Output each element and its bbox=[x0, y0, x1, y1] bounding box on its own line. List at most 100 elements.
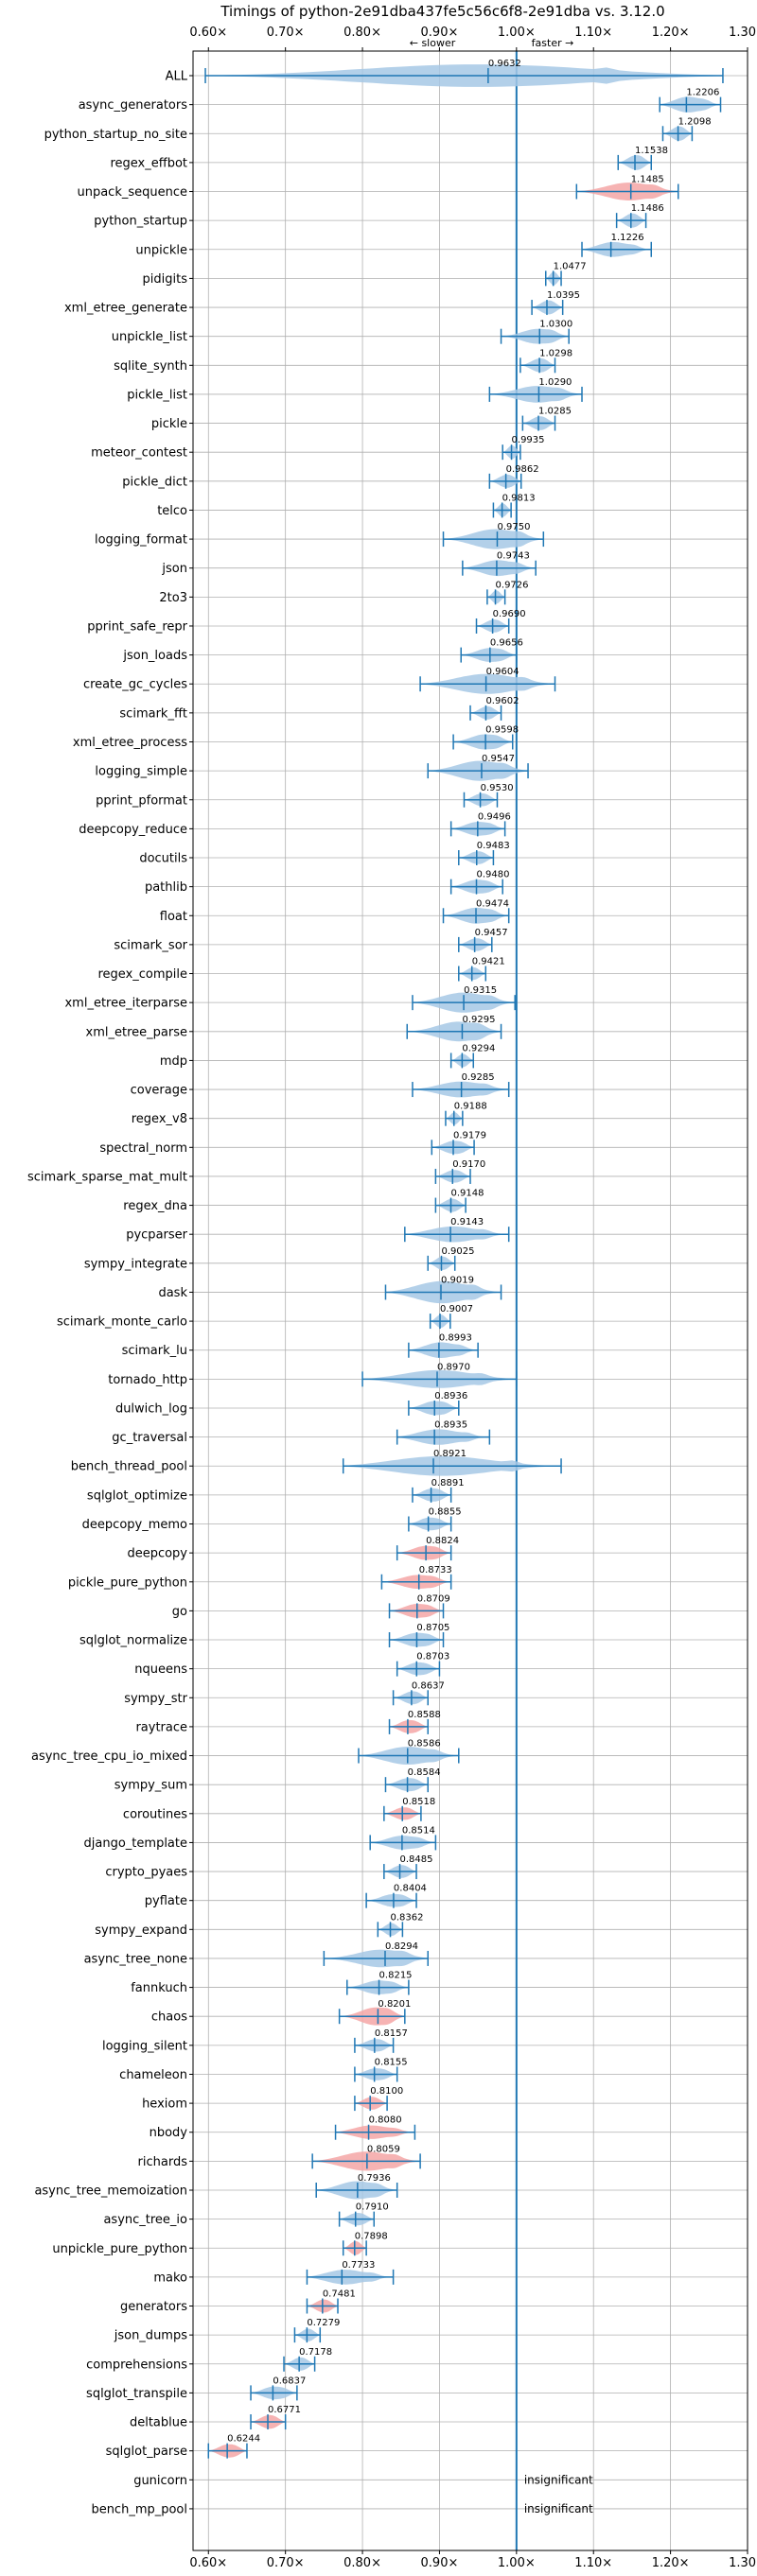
value-label: 0.8703 bbox=[416, 1652, 449, 1662]
category-label: sqlglot_optimize bbox=[87, 1488, 187, 1503]
value-label: 0.9656 bbox=[490, 638, 523, 649]
category-label: tornado_http bbox=[108, 1373, 187, 1387]
category-label: nbody bbox=[150, 2126, 188, 2140]
category-label: pickle_pure_python bbox=[68, 1575, 187, 1590]
category-label: deepcopy bbox=[127, 1547, 187, 1561]
value-label: 1.0285 bbox=[538, 407, 572, 417]
x-tick-label-top: 0.70× bbox=[267, 26, 305, 40]
category-label: generators bbox=[120, 2300, 187, 2314]
category-label: unpickle_pure_python bbox=[52, 2242, 187, 2256]
value-label: 0.9690 bbox=[493, 609, 526, 619]
x-tick-label-bottom: 1.30× bbox=[729, 2556, 757, 2570]
insignificant-label: insignificant bbox=[524, 2502, 593, 2515]
x-tick-label-top: 0.60× bbox=[189, 26, 227, 40]
value-label: 0.9632 bbox=[488, 59, 521, 69]
category-label: logging_silent bbox=[102, 2039, 187, 2053]
category-label: regex_dna bbox=[123, 1199, 187, 1213]
value-label: 1.1226 bbox=[611, 233, 644, 243]
value-label: 0.8215 bbox=[379, 1971, 413, 1981]
value-label: 0.8584 bbox=[408, 1767, 441, 1778]
category-label: regex_effbot bbox=[110, 156, 187, 170]
value-label: 0.9483 bbox=[477, 841, 510, 851]
category-label: pyflate bbox=[145, 1894, 187, 1908]
category-label: sympy_expand bbox=[95, 1923, 187, 1938]
value-label: 0.9750 bbox=[497, 522, 530, 532]
category-label: pprint_pformat bbox=[96, 793, 187, 808]
value-label: 0.9294 bbox=[462, 1043, 495, 1053]
x-tick-label-top: 1.00× bbox=[498, 26, 536, 40]
category-label: sqlglot_transpile bbox=[86, 2387, 187, 2401]
value-label: 0.8588 bbox=[408, 1710, 441, 1720]
category-label: async_generators bbox=[79, 98, 188, 113]
category-label: json_loads bbox=[122, 649, 187, 663]
category-label: scimark_lu bbox=[122, 1344, 187, 1358]
value-label: 0.8294 bbox=[385, 1941, 418, 1952]
value-label: 0.7481 bbox=[323, 2289, 356, 2300]
axis-ticks: 0.60× 0.60× 0.70× 0.70× 0.80× 0.80× 0.90× 0.90×… bbox=[189, 26, 757, 2570]
category-label: python_startup bbox=[94, 215, 187, 229]
value-label: 0.9530 bbox=[481, 783, 514, 793]
value-label: 0.9421 bbox=[472, 957, 505, 967]
insignificant-label: insignificant bbox=[524, 2473, 593, 2486]
violins: 0.9632 1.2206 1.2098 1.1538 1.1485 1.1486 1.12… bbox=[204, 51, 724, 2550]
value-label: 0.8709 bbox=[417, 1593, 450, 1604]
category-label: xml_etree_parse bbox=[86, 1025, 187, 1039]
value-label: 0.9170 bbox=[452, 1159, 485, 1170]
category-label: scimark_fft bbox=[119, 706, 187, 721]
category-label: deltablue bbox=[130, 2416, 187, 2430]
category-label: coroutines bbox=[123, 1807, 187, 1821]
value-label: 0.7936 bbox=[358, 2173, 391, 2184]
x-tick-label-bottom: 0.70× bbox=[267, 2556, 305, 2570]
grid-lines bbox=[193, 51, 748, 2550]
x-tick-label-bottom: 1.00× bbox=[498, 2556, 536, 2570]
category-label: deepcopy_memo bbox=[82, 1518, 187, 1532]
value-label: 0.9602 bbox=[485, 696, 519, 706]
x-tick-label-top: 1.30× bbox=[729, 26, 757, 40]
value-label: 0.8362 bbox=[391, 1912, 424, 1923]
x-tick-label-top: 1.10× bbox=[574, 26, 612, 40]
category-label: async_tree_cpu_io_mixed bbox=[31, 1749, 187, 1764]
category-label: xml_etree_iterparse bbox=[64, 997, 187, 1011]
value-label: 0.8824 bbox=[426, 1536, 459, 1546]
value-label: 1.1538 bbox=[635, 146, 668, 156]
category-label: json bbox=[161, 562, 187, 576]
category-label: sqlglot_normalize bbox=[79, 1634, 187, 1648]
value-label: 0.8733 bbox=[419, 1565, 452, 1575]
category-label: dask bbox=[158, 1286, 187, 1300]
category-label: unpack_sequence bbox=[77, 185, 187, 200]
value-label: 0.7733 bbox=[342, 2260, 375, 2271]
value-label: 0.8518 bbox=[402, 1797, 435, 1807]
value-label: 0.7279 bbox=[307, 2318, 340, 2328]
category-label: ALL bbox=[166, 70, 188, 84]
plot-frame bbox=[192, 50, 748, 2551]
category-label: pidigits bbox=[143, 272, 188, 287]
value-label: 1.1486 bbox=[631, 203, 664, 214]
category-label: mako bbox=[153, 2271, 187, 2285]
category-label: dulwich_log bbox=[115, 1401, 187, 1416]
category-label: async_tree_memoization bbox=[34, 2184, 187, 2198]
category-label: pprint_safe_repr bbox=[87, 619, 187, 634]
value-label: 0.9726 bbox=[496, 580, 529, 590]
value-label: 0.8705 bbox=[416, 1623, 449, 1633]
value-label: 0.9179 bbox=[453, 1130, 486, 1140]
category-label: unpickle bbox=[135, 243, 187, 257]
category-label: scimark_sparse_mat_mult bbox=[27, 1170, 187, 1184]
category-label: create_gc_cycles bbox=[83, 678, 187, 692]
value-label: 0.8485 bbox=[400, 1854, 433, 1865]
value-label: 0.7178 bbox=[299, 2347, 332, 2358]
value-label: 0.9598 bbox=[485, 724, 519, 735]
value-label: 0.8970 bbox=[437, 1362, 470, 1372]
value-label: 1.0298 bbox=[539, 348, 572, 358]
value-label: 0.9148 bbox=[450, 1189, 484, 1199]
value-label: 0.8059 bbox=[367, 2144, 400, 2154]
category-label: fannkuch bbox=[131, 1981, 187, 1995]
category-label: bench_mp_pool bbox=[91, 2502, 187, 2516]
category-label: pycparser bbox=[126, 1228, 187, 1243]
value-label: 0.9496 bbox=[478, 811, 511, 822]
value-label: 1.2098 bbox=[678, 116, 712, 127]
category-label: pickle_dict bbox=[122, 475, 187, 489]
category-label: gc_traversal bbox=[112, 1431, 187, 1445]
category-label: chaos bbox=[151, 2010, 187, 2025]
category-label: pickle bbox=[151, 417, 187, 431]
